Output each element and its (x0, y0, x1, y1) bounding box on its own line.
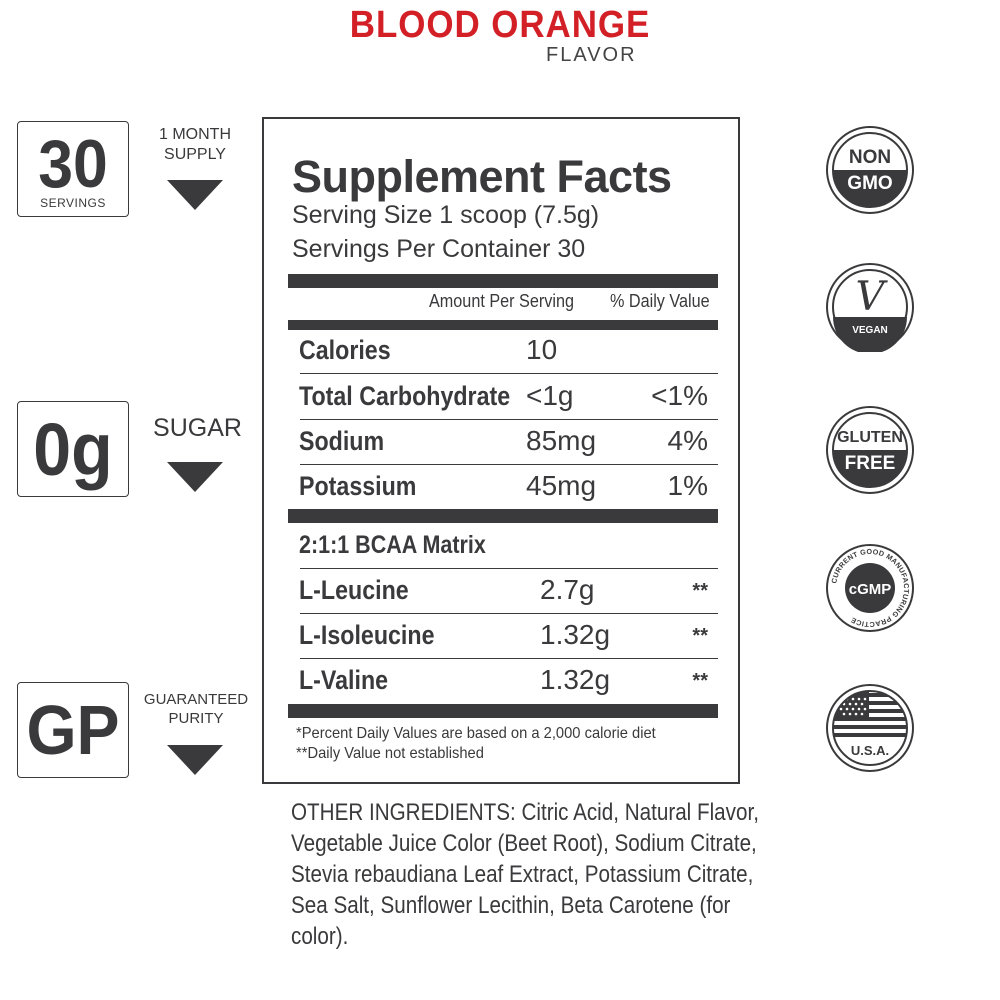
thick-divider (288, 274, 718, 288)
sugar-amount: 0g (33, 408, 113, 491)
cgmp-badge: CURRENT GOOD MANUFACTURING PRACTICE cGMP (826, 544, 914, 632)
row-divider (300, 613, 718, 614)
serving-size: Serving Size 1 scoop (7.5g) (292, 201, 600, 229)
supply-caption-line2: SUPPLY (164, 146, 226, 163)
sugar-box: 0g (17, 401, 129, 497)
gluten-line2: FREE (845, 453, 896, 474)
supplement-facts-panel: Supplement Facts Serving Size 1 scoop (7… (262, 117, 740, 784)
nutrient-amount: <1g (526, 380, 574, 411)
us-flag-icon (833, 691, 907, 765)
matrix-ingredient-dv: ** (692, 670, 708, 692)
nutrient-name: Potassium (299, 471, 417, 501)
nutrient-amount: 85mg (526, 425, 597, 456)
purity-box: GP (17, 682, 129, 778)
gluten-free-badge: GLUTEN FREE (826, 406, 914, 494)
sugar-caption: SUGAR (153, 414, 242, 442)
matrix-title: 2:1:1 BCAA Matrix (299, 531, 486, 559)
usa-label: U.S.A. (851, 743, 889, 758)
matrix-ingredient-amount: 1.32g (540, 664, 611, 695)
supply-caption-line1: 1 MONTH (159, 126, 231, 143)
servings-per-container: Servings Per Container 30 (292, 235, 586, 263)
nutrient-name: Calories (299, 335, 391, 365)
supply-caption: 1 MONTH SUPPLY (140, 125, 250, 165)
purity-caption-line1: GUARANTEED (143, 691, 249, 708)
matrix-ingredient-amount: 2.7g (540, 574, 595, 605)
row-divider (300, 464, 718, 465)
facts-title: Supplement Facts (292, 151, 672, 202)
down-triangle-icon (167, 745, 223, 775)
vegan-label: VEGAN (852, 325, 888, 336)
vegan-v-icon: V (856, 274, 889, 320)
nutrient-amount: 45mg (526, 470, 597, 501)
purity-caption: GUARANTEED PURITY (134, 690, 258, 728)
usa-badge: U.S.A. (826, 684, 914, 772)
medium-divider (288, 320, 718, 330)
nutrient-name: Total Carbohydrate (299, 381, 511, 411)
matrix-ingredient-name: L-Isoleucine (299, 620, 435, 650)
matrix-ingredient-amount: 1.32g (540, 619, 611, 650)
down-triangle-icon (167, 180, 223, 210)
servings-label: SERVINGS (40, 196, 106, 210)
purity-mark: GP (26, 691, 120, 769)
nutrient-dv: 1% (667, 470, 708, 501)
nutrient-dv: 4% (667, 425, 708, 456)
thick-divider (288, 509, 718, 523)
col-amount-header: Amount Per Serving (429, 291, 574, 311)
non-gmo-line2: GMO (847, 173, 892, 194)
servings-number: 30 (38, 126, 108, 202)
down-triangle-icon (167, 462, 223, 492)
flavor-name: BLOOD ORANGE (349, 4, 651, 46)
vegan-badge: V VEGAN (826, 263, 914, 352)
row-divider (300, 568, 718, 569)
non-gmo-line1: NON (849, 147, 891, 168)
matrix-ingredient-dv: ** (692, 625, 708, 647)
footnote-dv: *Percent Daily Values are based on a 2,0… (296, 725, 656, 742)
non-gmo-badge: NON GMO (826, 126, 914, 214)
footnote-not-established: **Daily Value not established (296, 745, 484, 762)
gluten-line1: GLUTEN (837, 429, 903, 446)
thick-divider (288, 704, 718, 718)
nutrient-amount: 10 (526, 334, 558, 365)
col-dv-header: % Daily Value (610, 291, 710, 311)
row-divider (300, 373, 718, 374)
purity-caption-line2: PURITY (168, 710, 224, 727)
row-divider (300, 658, 718, 659)
matrix-ingredient-name: L-Leucine (299, 575, 409, 605)
matrix-ingredient-dv: ** (692, 580, 708, 602)
matrix-ingredient-name: L-Valine (299, 665, 389, 695)
nutrient-name: Sodium (299, 426, 385, 456)
row-divider (300, 419, 718, 420)
cgmp-label: cGMP (849, 581, 892, 598)
other-ingredients: OTHER INGREDIENTS: Citric Acid, Natural … (291, 799, 759, 950)
servings-box: 30 SERVINGS (17, 121, 129, 217)
flavor-label: FLAVOR (546, 44, 637, 66)
nutrient-dv: <1% (651, 380, 708, 411)
